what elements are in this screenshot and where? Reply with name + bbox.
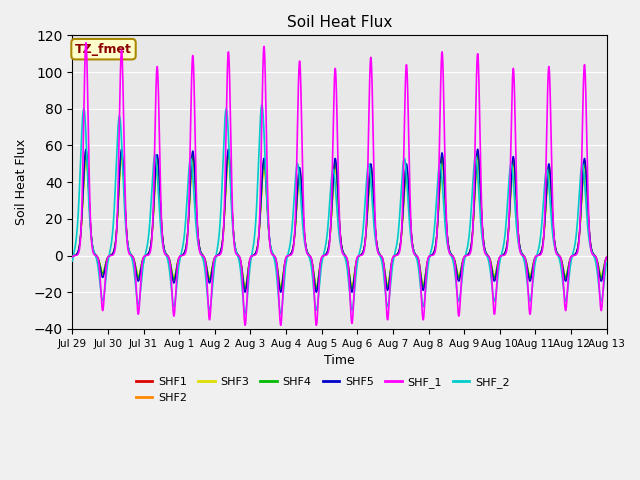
X-axis label: Time: Time xyxy=(324,354,355,367)
Legend: SHF1, SHF2, SHF3, SHF4, SHF5, SHF_1, SHF_2: SHF1, SHF2, SHF3, SHF4, SHF5, SHF_1, SHF… xyxy=(131,372,514,407)
Title: Soil Heat Flux: Soil Heat Flux xyxy=(287,15,392,30)
Y-axis label: Soil Heat Flux: Soil Heat Flux xyxy=(15,139,28,225)
Text: TZ_fmet: TZ_fmet xyxy=(75,43,132,56)
